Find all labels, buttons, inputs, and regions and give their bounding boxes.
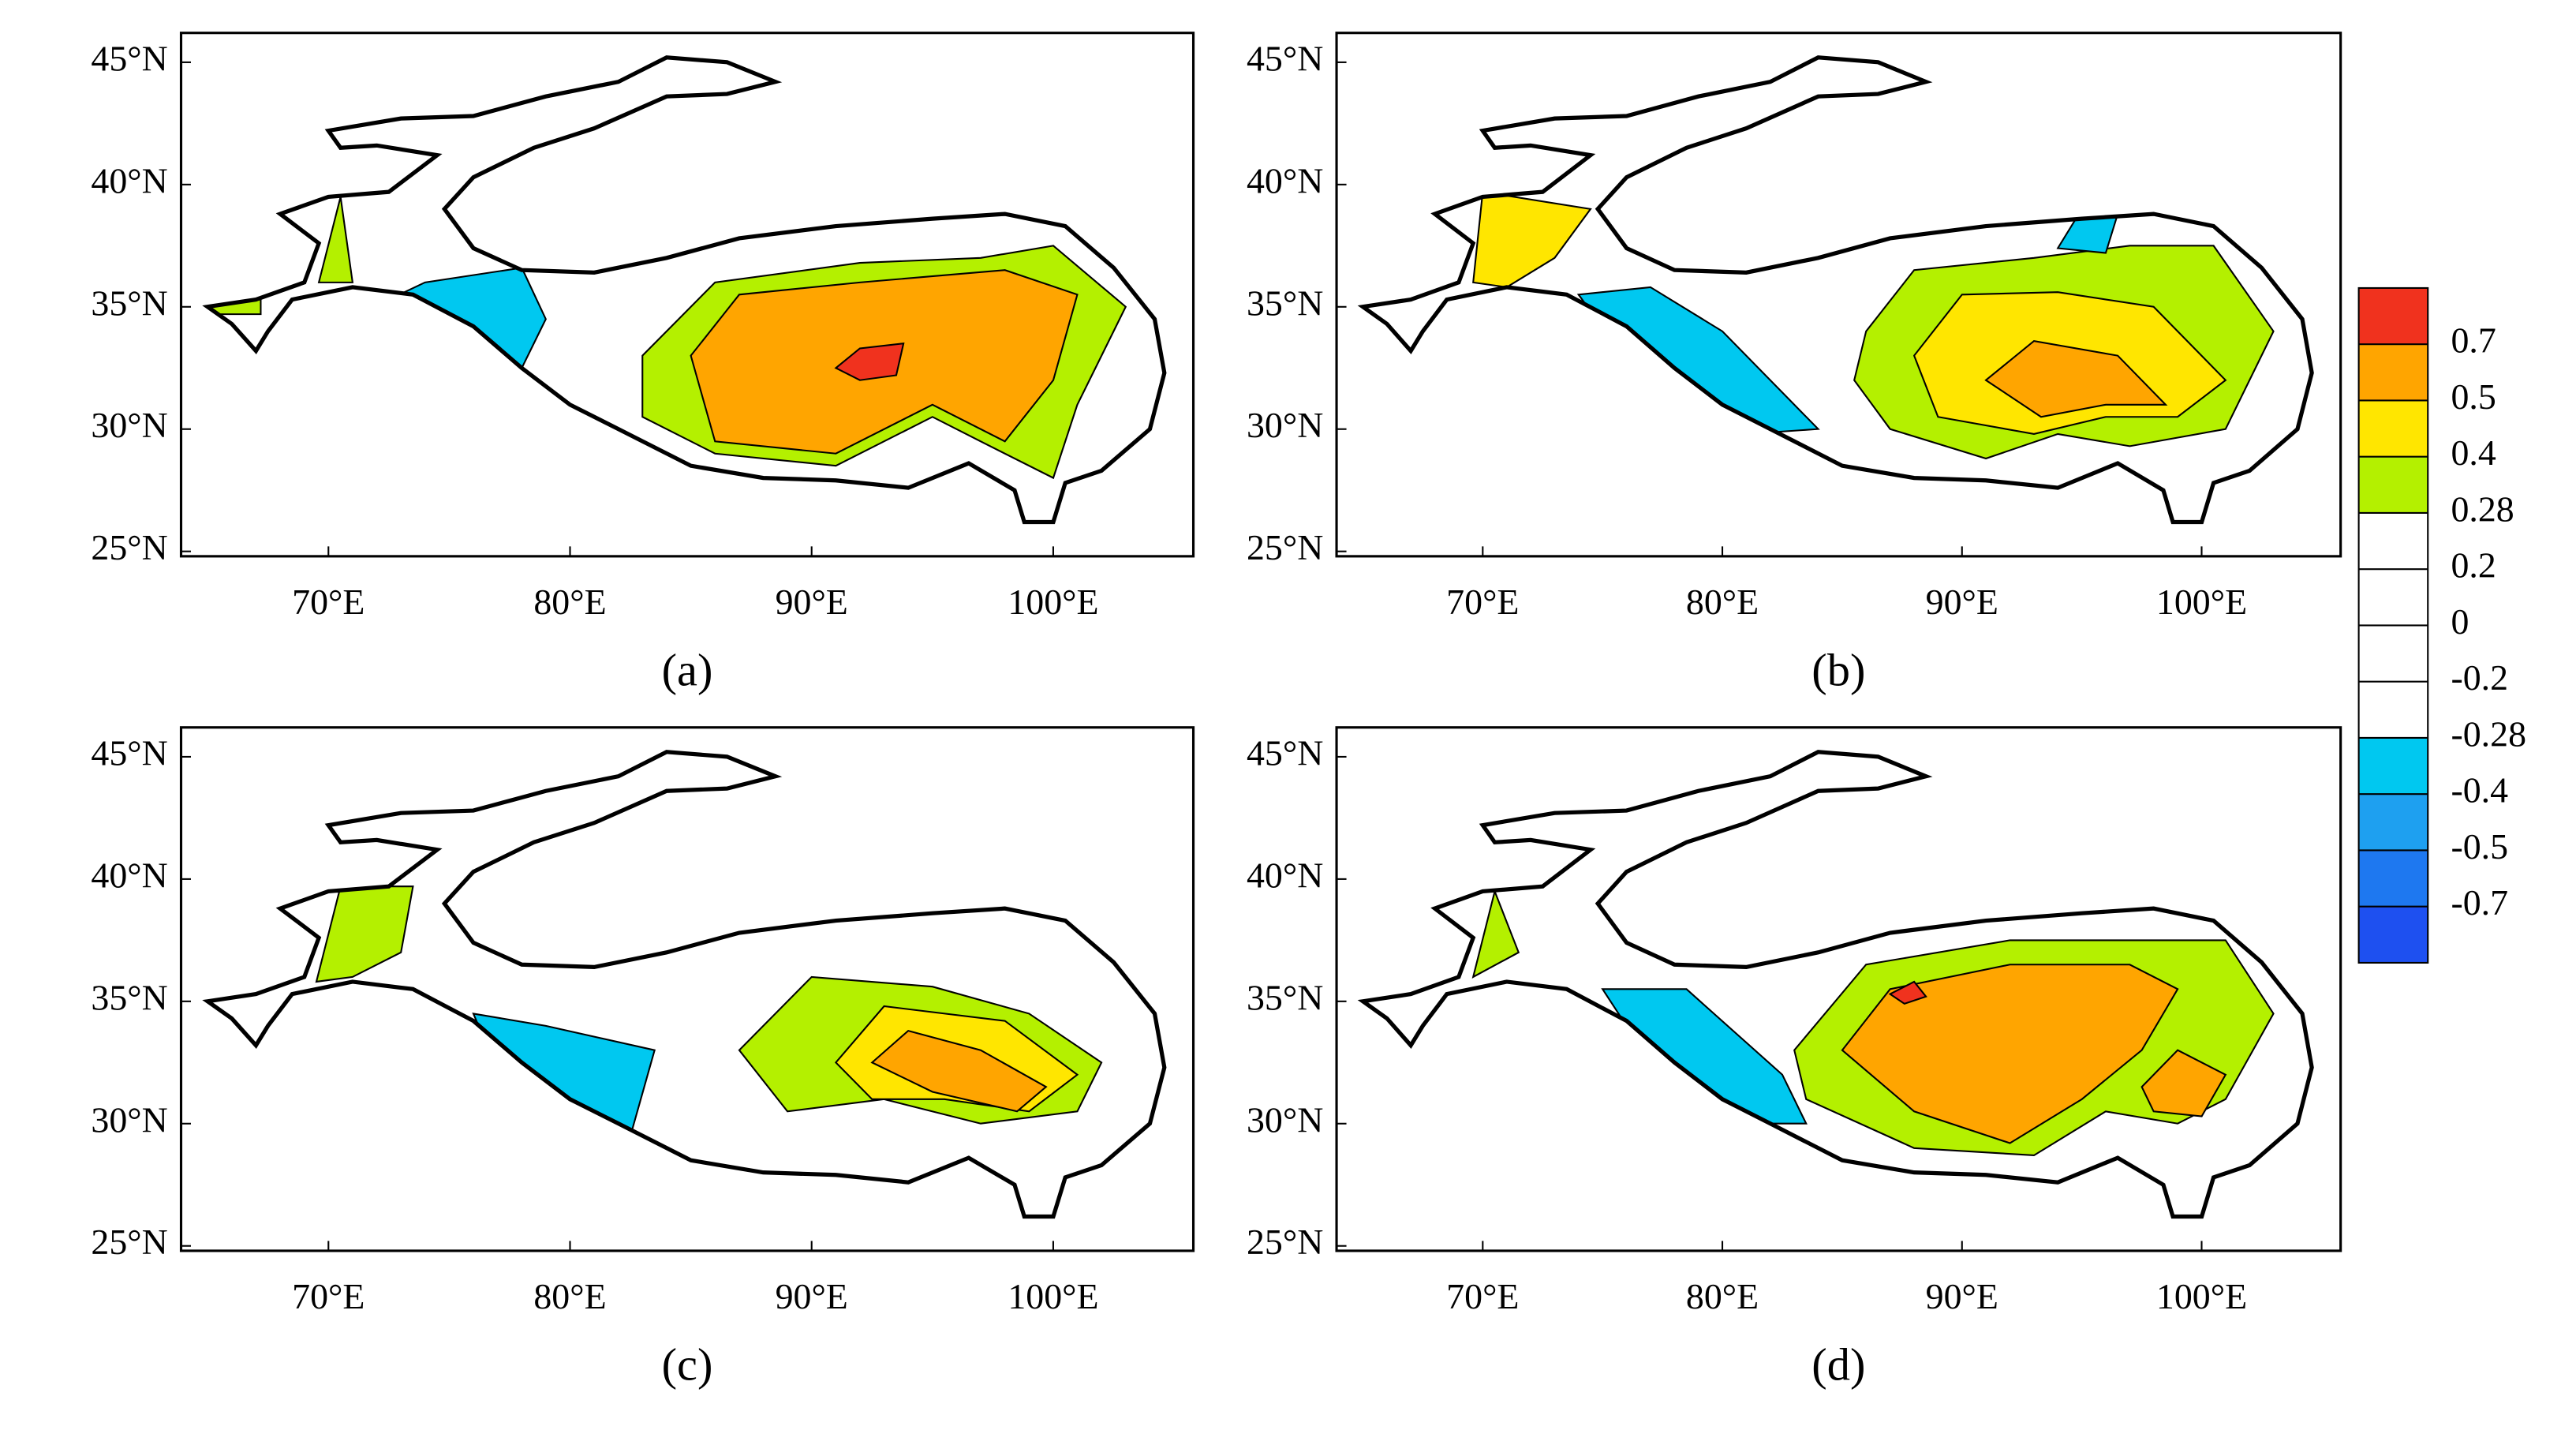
region-outline	[202, 750, 1167, 1219]
x-tick-label: 90°E	[776, 582, 848, 622]
colorbar-label: -0.5	[2451, 826, 2508, 867]
colorbar-segment	[2358, 400, 2428, 457]
axes-frame	[1335, 726, 2342, 1252]
y-tick-label: 45°N	[91, 732, 167, 773]
colorbar-label: 0.7	[2451, 320, 2496, 361]
colorbar-label: -0.2	[2451, 657, 2508, 698]
x-tick-label: 80°E	[533, 582, 606, 622]
colorbar-segment	[2358, 794, 2428, 851]
colorbar-label: 0.2	[2451, 545, 2496, 586]
colorbar-label: -0.4	[2451, 770, 2508, 810]
y-tick-label: 45°N	[1247, 732, 1323, 773]
map-panel: 70°E 80°E 90°E 100°E 25°N 30°N 35°N 40°N 45°N (a)	[91, 32, 1195, 695]
x-tick-label: 80°E	[1686, 582, 1759, 622]
panel-label: (b)	[1811, 644, 1865, 695]
x-tick-label: 90°E	[1926, 1276, 1998, 1316]
map-panel: 70°E 80°E 90°E 100°E 25°N 30°N 35°N 40°N 45°N (c)	[91, 726, 1195, 1390]
y-tick-label: 35°N	[1247, 283, 1323, 323]
x-tick-label: 100°E	[2156, 1276, 2247, 1316]
colorbar-segment	[2358, 344, 2428, 401]
y-tick-label: 30°N	[91, 405, 167, 445]
x-tick-label: 70°E	[1446, 1276, 1519, 1316]
field	[1471, 889, 2275, 1157]
map-panel: 70°E 80°E 90°E 100°E 25°N 30°N 35°N 40°N 45°N (d)	[1247, 726, 2342, 1390]
shaded-area	[317, 197, 354, 283]
colorbar-label: 0.5	[2451, 376, 2496, 417]
x-tick-label: 100°E	[1008, 1276, 1098, 1316]
region-outline	[1357, 55, 2314, 525]
x-tick-label: 70°E	[292, 1276, 365, 1316]
colorbar-label: -0.7	[2451, 882, 2508, 923]
y-tick-label: 40°N	[91, 160, 167, 200]
colorbar-segment	[2358, 569, 2428, 626]
colorbar-label: 0.4	[2451, 432, 2496, 473]
colorbar-segment	[2358, 850, 2428, 907]
y-tick-label: 35°N	[91, 283, 167, 323]
colorbar-segment	[2358, 737, 2428, 795]
x-tick-label: 70°E	[1446, 582, 1519, 622]
colorbar-segment	[2358, 512, 2428, 570]
y-tick-label: 40°N	[1247, 160, 1323, 200]
x-tick-label: 100°E	[2156, 582, 2247, 622]
shaded-area	[1471, 889, 1520, 979]
x-tick-label: 80°E	[1686, 1276, 1759, 1316]
x-tick-label: 70°E	[292, 582, 365, 622]
field	[1472, 190, 2275, 460]
colorbar-label: 0.28	[2451, 489, 2514, 529]
panel-label: (a)	[662, 644, 713, 695]
x-tick-label: 100°E	[1008, 582, 1098, 622]
region-outline	[202, 55, 1167, 525]
axes-frame	[179, 32, 1195, 558]
colorbar-segment	[2358, 906, 2428, 963]
shaded-area	[1888, 980, 1927, 1005]
colorbar-segment	[2358, 456, 2428, 513]
y-tick-label: 35°N	[1247, 977, 1323, 1017]
panel-label: (d)	[1811, 1338, 1865, 1390]
shaded-area	[1841, 964, 2179, 1144]
colorbar-segment	[2358, 625, 2428, 682]
y-tick-label: 25°N	[1247, 527, 1323, 567]
colorbar-segment	[2358, 287, 2428, 345]
region-outline	[1357, 750, 2314, 1219]
shaded-area	[1984, 339, 2168, 418]
colorbar-label: 0	[2451, 601, 2469, 642]
colorbar: 0.7 0.5 0.4 0.28 0.2 0 -0.2 -0.28 -0.4 -0.5 -0.7	[2357, 286, 2526, 964]
shaded-area	[834, 343, 905, 381]
y-tick-label: 30°N	[91, 1099, 167, 1140]
y-tick-label: 45°N	[1247, 38, 1323, 78]
x-tick-label: 90°E	[1926, 582, 1998, 622]
axes-frame	[1335, 32, 2342, 558]
shaded-area	[2140, 1049, 2227, 1117]
y-tick-label: 45°N	[91, 38, 167, 78]
colorbar-segment	[2358, 681, 2428, 738]
y-tick-label: 35°N	[91, 977, 167, 1017]
panel-label: (c)	[662, 1338, 713, 1390]
y-tick-label: 25°N	[91, 1222, 167, 1262]
field	[208, 197, 1127, 480]
x-tick-label: 80°E	[533, 1276, 606, 1316]
shaded-area	[315, 885, 414, 983]
y-tick-label: 30°N	[1247, 405, 1323, 445]
map-panel: 70°E 80°E 90°E 100°E 25°N 30°N 35°N 40°N 45°N (b)	[1247, 32, 2342, 695]
x-tick-label: 90°E	[776, 1276, 848, 1316]
y-tick-label: 25°N	[91, 527, 167, 567]
colorbar-label: -0.28	[2451, 714, 2526, 754]
y-tick-label: 25°N	[1247, 1222, 1323, 1262]
y-tick-label: 40°N	[1247, 855, 1323, 895]
axes-frame	[179, 726, 1195, 1252]
shaded-area	[870, 1029, 1048, 1113]
y-tick-label: 30°N	[1247, 1099, 1323, 1140]
y-tick-label: 40°N	[91, 855, 167, 895]
